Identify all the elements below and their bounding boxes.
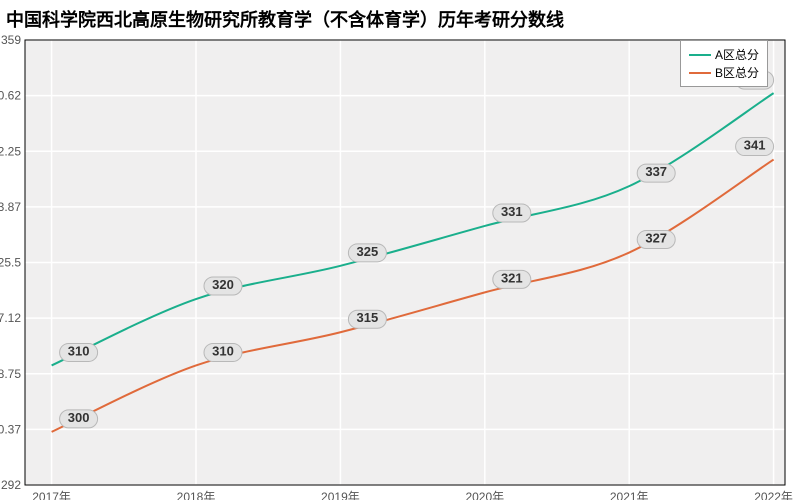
svg-text:321: 321	[501, 270, 523, 285]
svg-text:333.87: 333.87	[0, 200, 21, 214]
svg-text:320: 320	[212, 277, 234, 292]
legend-item: A区总分	[689, 46, 759, 63]
svg-text:315: 315	[357, 310, 379, 325]
svg-text:2017年: 2017年	[32, 490, 71, 500]
svg-text:310: 310	[212, 343, 234, 358]
legend-label: A区总分	[715, 46, 759, 63]
svg-text:310: 310	[68, 343, 90, 358]
chart-title: 中国科学院西北高原生物研究所教育学（不含体育学）历年考研分数线	[6, 6, 564, 32]
svg-text:2018年: 2018年	[177, 490, 216, 500]
svg-text:359: 359	[1, 33, 21, 47]
svg-text:325.5: 325.5	[0, 256, 21, 270]
svg-text:317.12: 317.12	[0, 311, 21, 325]
legend-swatch	[689, 72, 711, 74]
svg-text:2020年: 2020年	[465, 490, 504, 500]
svg-text:2019年: 2019年	[321, 490, 360, 500]
legend-item: B区总分	[689, 64, 759, 81]
legend-swatch	[689, 54, 711, 56]
svg-text:2021年: 2021年	[610, 490, 649, 500]
svg-text:341: 341	[744, 138, 766, 153]
svg-text:350.62: 350.62	[0, 89, 21, 103]
legend: A区总分B区总分	[680, 40, 768, 87]
legend-label: B区总分	[715, 64, 759, 81]
svg-text:2022年: 2022年	[754, 490, 793, 500]
svg-text:300.37: 300.37	[0, 422, 21, 436]
svg-text:308.75: 308.75	[0, 367, 21, 381]
svg-text:342.25: 342.25	[0, 144, 21, 158]
line-chart: 中国科学院西北高原生物研究所教育学（不含体育学）历年考研分数线 292 300.3…	[0, 0, 800, 500]
svg-text:331: 331	[501, 204, 523, 219]
svg-text:327: 327	[645, 231, 667, 246]
svg-text:325: 325	[357, 244, 379, 259]
svg-text:337: 337	[645, 164, 667, 179]
svg-text:300: 300	[68, 410, 90, 425]
svg-text:292: 292	[1, 478, 21, 492]
